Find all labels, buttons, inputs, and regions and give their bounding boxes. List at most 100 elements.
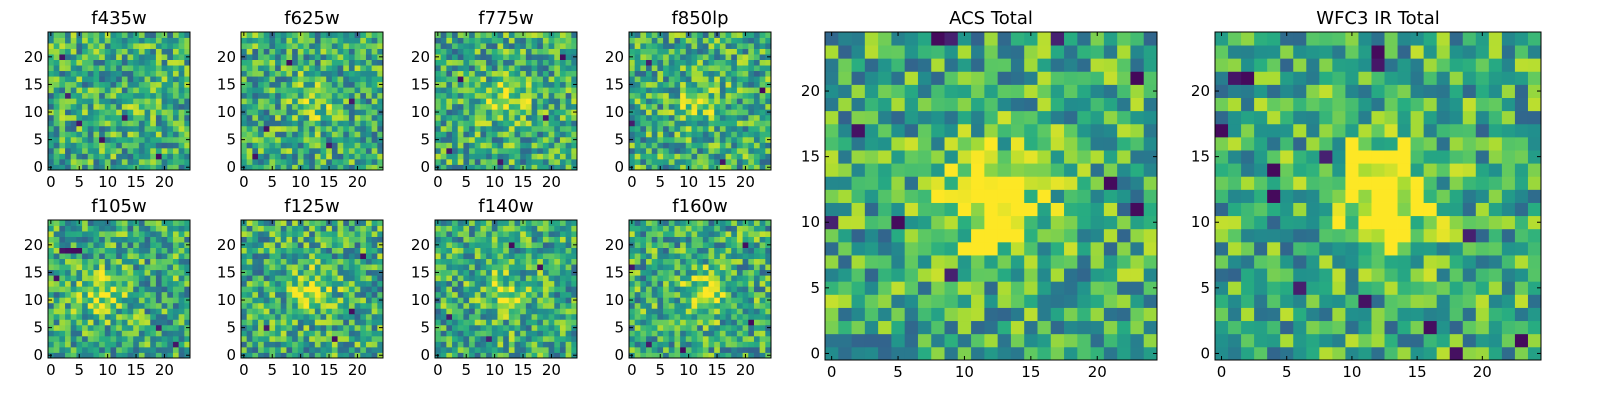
heatmap-cell xyxy=(93,120,99,126)
heatmap-cell xyxy=(475,341,481,347)
heatmap-cell xyxy=(156,297,162,303)
heatmap-cell xyxy=(65,109,71,115)
heatmap-cell xyxy=(82,82,88,88)
heatmap-cell xyxy=(657,71,663,77)
heatmap-cell xyxy=(560,49,566,55)
heatmap-cell xyxy=(48,341,54,347)
heatmap-cell xyxy=(435,275,441,281)
heatmap-cell xyxy=(640,60,646,66)
heatmap-cell xyxy=(286,49,292,55)
heatmap-cell xyxy=(526,65,532,71)
heatmap-cell xyxy=(179,142,185,148)
heatmap-cell xyxy=(566,38,572,44)
heatmap-cell xyxy=(59,109,65,115)
heatmap-cell xyxy=(252,71,258,77)
heatmap-cell xyxy=(446,65,452,71)
heatmap-cell xyxy=(269,242,275,248)
heatmap-cell xyxy=(349,314,355,320)
heatmap-cell xyxy=(441,336,447,342)
heatmap-cell xyxy=(247,49,253,55)
heatmap-cell xyxy=(441,104,447,110)
heatmap-cell xyxy=(760,43,766,49)
heatmap-cell xyxy=(526,159,532,165)
heatmap-cell xyxy=(765,336,771,342)
heatmap-cell xyxy=(463,286,469,292)
heatmap-cell xyxy=(179,264,185,270)
heatmap-cell xyxy=(509,131,515,137)
heatmap-cell xyxy=(173,137,179,143)
heatmap-cell xyxy=(680,71,686,77)
heatmap-cell xyxy=(640,325,646,331)
heatmap-cell xyxy=(366,336,372,342)
heatmap-cell xyxy=(252,319,258,325)
heatmap-cell xyxy=(765,131,771,137)
heatmap-cell xyxy=(128,54,134,60)
heatmap-cell xyxy=(76,126,82,132)
heatmap-cell xyxy=(640,281,646,287)
heatmap-cell xyxy=(292,38,298,44)
heatmap-cell xyxy=(116,347,122,353)
heatmap-cell xyxy=(492,264,498,270)
heatmap-cell xyxy=(88,49,94,55)
heatmap-cell xyxy=(726,153,732,159)
heatmap-cell xyxy=(258,153,264,159)
heatmap-cell xyxy=(167,43,173,49)
heatmap-cell xyxy=(646,159,652,165)
heatmap-cell xyxy=(116,93,122,99)
heatmap-cell xyxy=(292,336,298,342)
heatmap-cell xyxy=(241,248,247,254)
heatmap-cell xyxy=(145,314,151,320)
heatmap-cell xyxy=(714,87,720,93)
heatmap-cell xyxy=(269,297,275,303)
heatmap-cell xyxy=(720,49,726,55)
heatmap-cell xyxy=(59,253,65,259)
heatmap-cell xyxy=(162,347,168,353)
heatmap-cell xyxy=(76,303,82,309)
heatmap-cell xyxy=(475,54,481,60)
heatmap-cell xyxy=(469,319,475,325)
heatmap-cell xyxy=(309,297,315,303)
heatmap-cell xyxy=(520,82,526,88)
heatmap-cell xyxy=(71,303,77,309)
heatmap-cell xyxy=(241,275,247,281)
y-tick-label: 10 xyxy=(217,103,236,121)
heatmap-cell xyxy=(343,231,349,237)
heatmap-cell xyxy=(355,330,361,336)
heatmap-cell xyxy=(167,292,173,298)
heatmap-cell xyxy=(469,76,475,82)
heatmap-cell xyxy=(116,325,122,331)
heatmap-cell xyxy=(743,82,749,88)
heatmap-cell xyxy=(275,237,281,243)
heatmap-cell xyxy=(760,314,766,320)
heatmap-cell xyxy=(372,98,378,104)
heatmap-cell xyxy=(315,76,321,82)
heatmap-cell xyxy=(258,49,264,55)
heatmap-cell xyxy=(252,98,258,104)
heatmap-cell xyxy=(82,93,88,99)
heatmap-cell xyxy=(247,82,253,88)
heatmap-cell xyxy=(65,303,71,309)
heatmap-cell xyxy=(355,319,361,325)
heatmap-cell xyxy=(686,43,692,49)
heatmap-cell xyxy=(452,98,458,104)
heatmap-cell xyxy=(475,32,481,38)
heatmap-cell xyxy=(252,137,258,143)
heatmap-cell xyxy=(349,259,355,265)
heatmap-cell xyxy=(128,253,134,259)
heatmap-cell xyxy=(156,43,162,49)
heatmap-cell xyxy=(377,104,383,110)
heatmap-cell xyxy=(680,109,686,115)
heatmap-cell xyxy=(315,286,321,292)
heatmap-cell xyxy=(264,120,270,126)
heatmap-cell xyxy=(669,303,675,309)
heatmap-cell xyxy=(686,308,692,314)
heatmap-cell xyxy=(105,98,111,104)
heatmap-cell xyxy=(110,303,116,309)
heatmap-cell xyxy=(554,71,560,77)
heatmap-cell xyxy=(452,109,458,115)
heatmap-cell xyxy=(515,336,521,342)
heatmap-cell xyxy=(275,220,281,226)
heatmap-cell xyxy=(343,115,349,121)
heatmap-cell xyxy=(65,148,71,154)
heatmap-cell xyxy=(663,49,669,55)
